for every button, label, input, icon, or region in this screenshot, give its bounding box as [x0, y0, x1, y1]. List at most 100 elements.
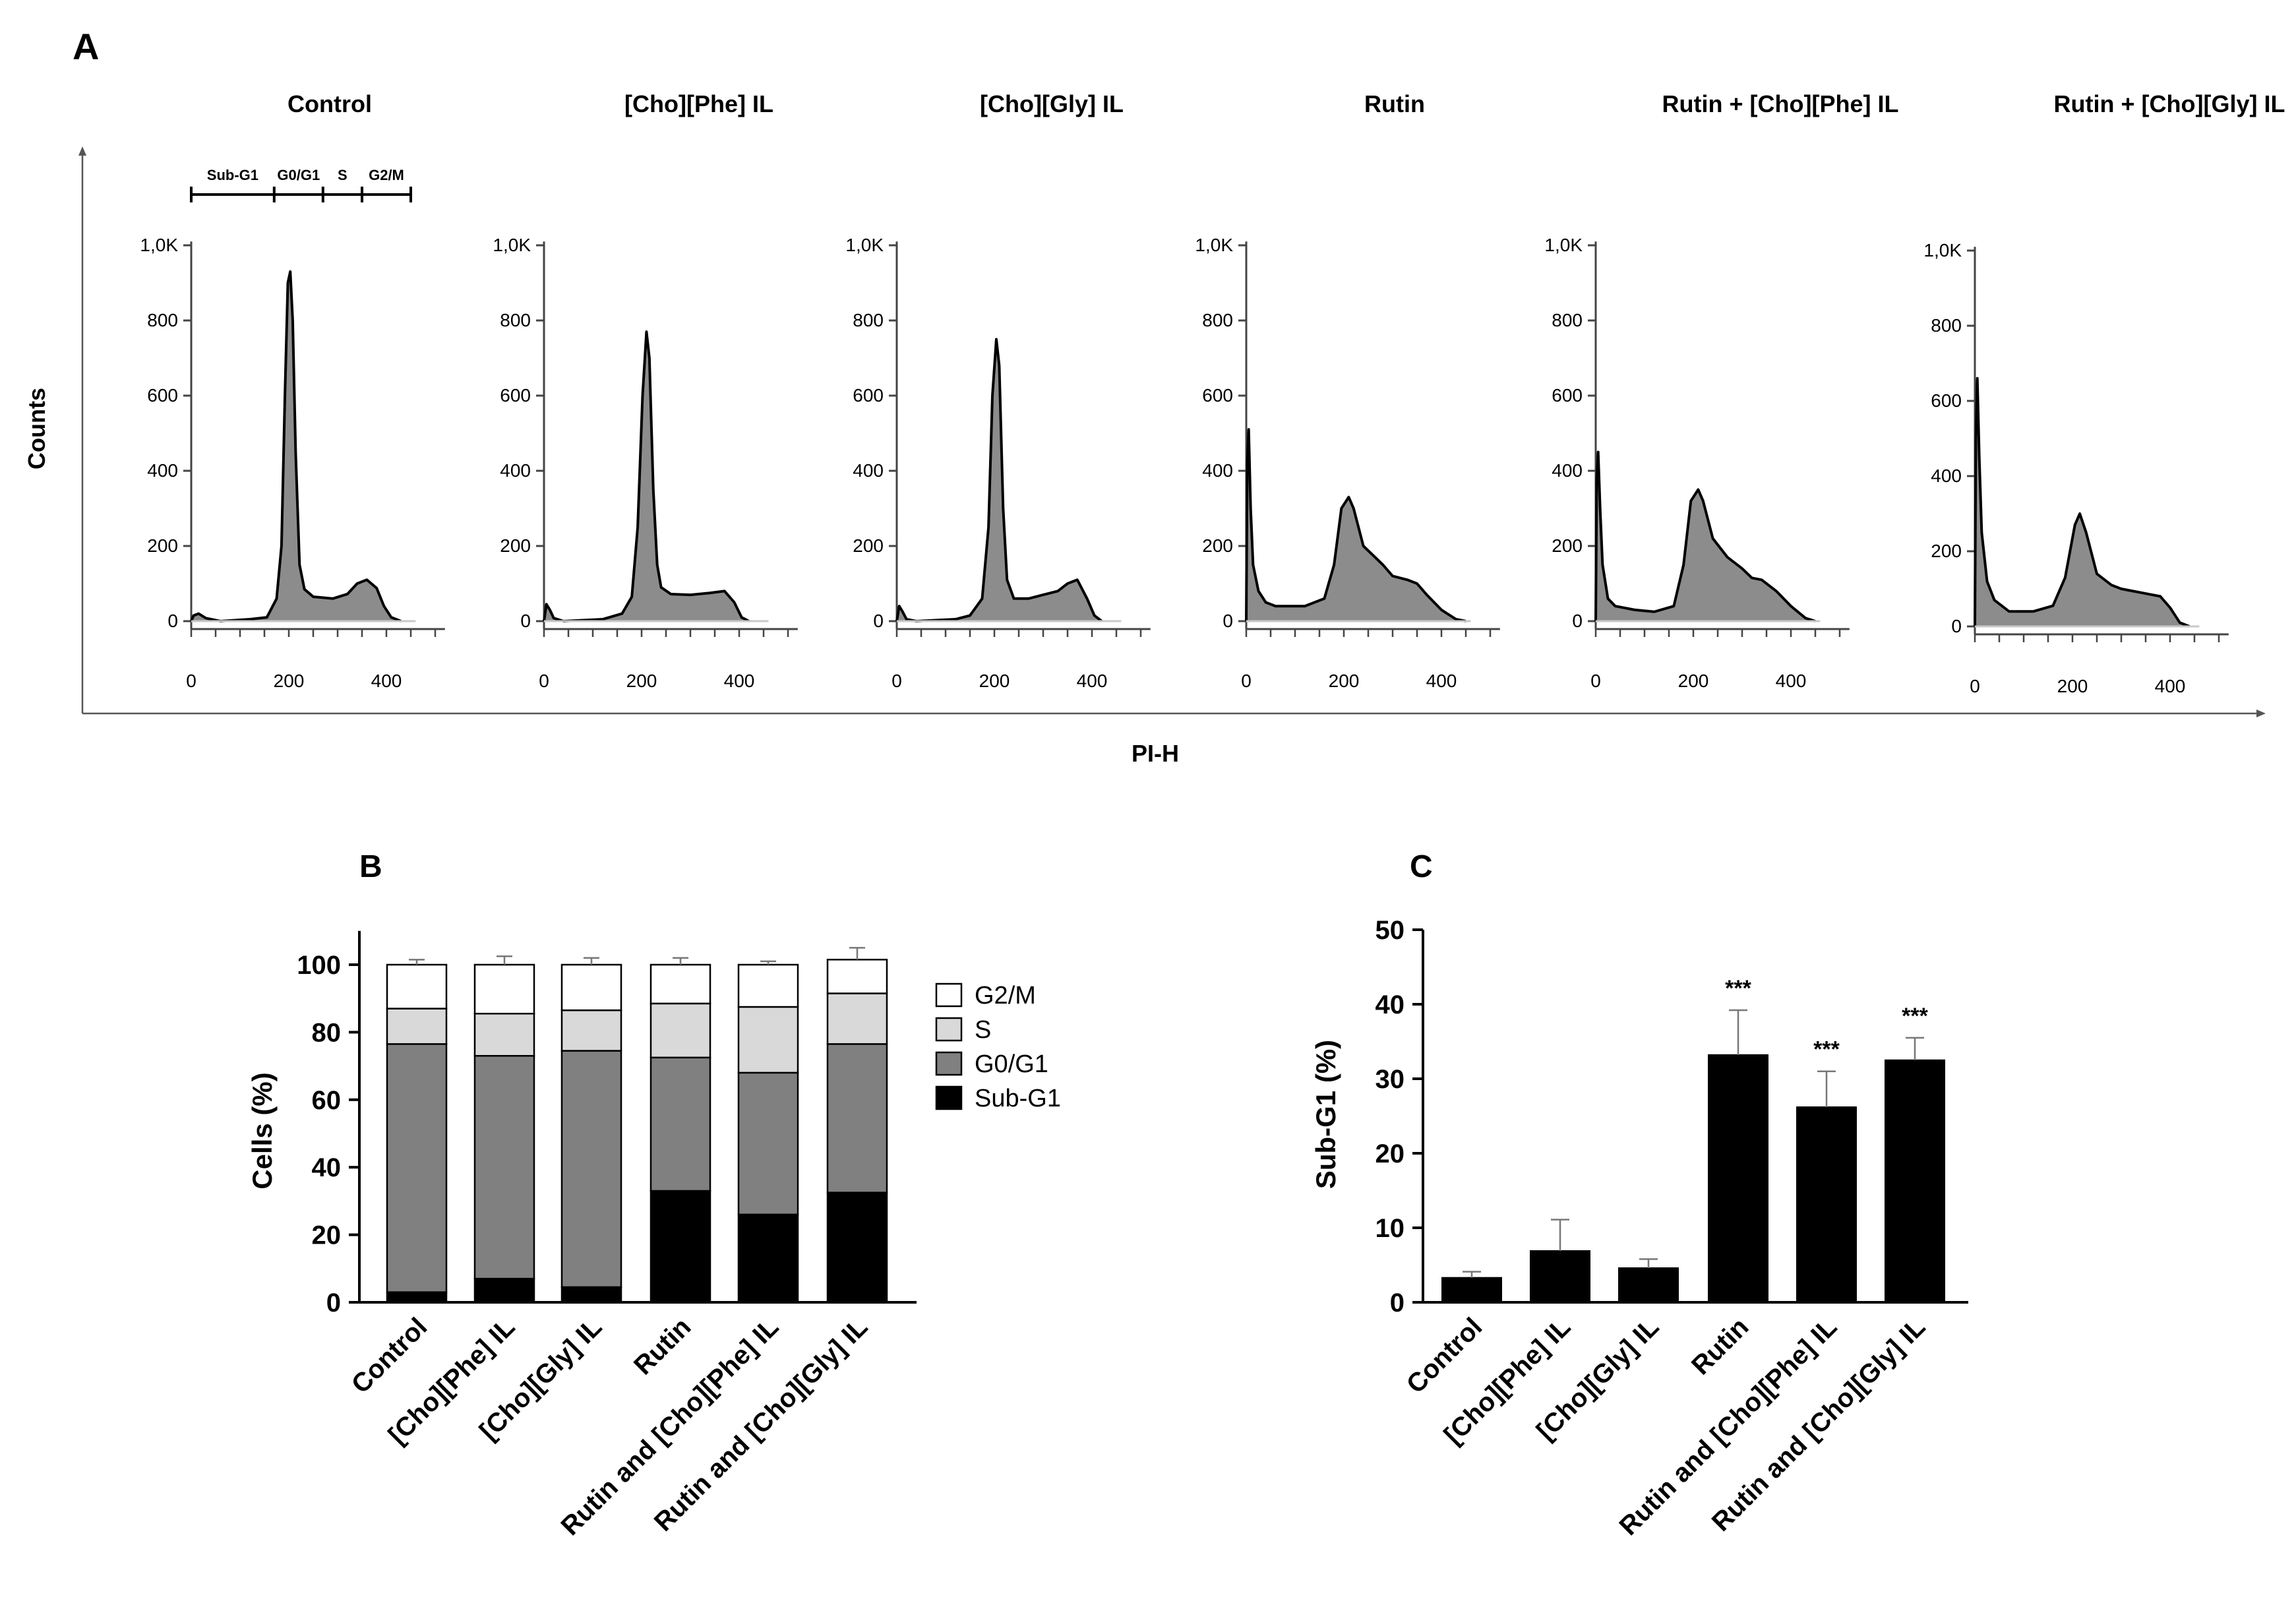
c-y-tick-label: 0 — [1390, 1288, 1405, 1317]
c-bar — [1796, 1106, 1857, 1303]
b-bar-segment-sub-g1 — [737, 1213, 799, 1304]
histogram-area — [897, 339, 1102, 621]
b-y-tick-label: 80 — [312, 1018, 342, 1047]
histogram-y-tick-label: 0 — [1951, 616, 1962, 636]
histogram-y-tick-label: 1,0K — [1923, 240, 1962, 260]
panel-a-label: A — [73, 26, 99, 67]
histogram-0: Control 0 200 400 600 800 1,0K 0 200 400 — [140, 90, 445, 691]
histogram-y-tick-label: 800 — [1931, 315, 1962, 336]
b-bar-segment-s — [473, 1012, 535, 1057]
histogram-title: Rutin — [1364, 90, 1425, 117]
histogram-y-tick-label: 1,0K — [1544, 235, 1583, 255]
histogram-y-tick-label: 800 — [147, 310, 178, 330]
counts-axis-label: Counts — [23, 388, 50, 469]
gate-label: S — [338, 167, 347, 183]
histogram-outline — [543, 330, 750, 622]
gate-markers: Sub-G1 G0/G1 S G2/M — [190, 167, 412, 202]
histogram-x-tick-label: 200 — [1329, 671, 1360, 691]
histogram-y-tick-label: 400 — [500, 460, 531, 481]
histogram-3: Rutin 0 200 400 600 800 1,0K 0 200 400 — [1195, 90, 1500, 691]
histogram-x-tick-label: 400 — [371, 671, 402, 691]
histogram-x-tick-label: 0 — [186, 671, 196, 691]
b-bar-segment-g2-m — [737, 963, 799, 1008]
outer-x-axis-arrow — [2256, 710, 2266, 717]
b-bar-segment-s — [560, 1009, 622, 1052]
c-significance-annotation: *** — [1725, 976, 1751, 1001]
histogram-title: Control — [287, 90, 372, 117]
b-legend-swatch — [935, 1085, 963, 1110]
histogram-area — [1975, 378, 2190, 626]
panel-b-label: B — [359, 849, 382, 884]
c-y-tick-label: 10 — [1375, 1214, 1405, 1243]
b-bar-segment-g2-m — [560, 963, 622, 1012]
histogram-y-tick-label: 600 — [1931, 390, 1962, 411]
b-legend-label: Sub-G1 — [975, 1085, 1061, 1112]
c-y-tick-label: 40 — [1375, 990, 1405, 1019]
b-bar-segment-g0-g1 — [473, 1054, 535, 1280]
histogram-panels: Control 0 200 400 600 800 1,0K 0 200 400 [Cho][Phe… — [140, 90, 2285, 696]
histogram-title: [Cho][Gly] IL — [980, 90, 1124, 117]
gate-label: Sub-G1 — [207, 167, 258, 183]
histogram-title: [Cho][Phe] IL — [624, 90, 773, 117]
histogram-y-tick-label: 1,0K — [1195, 235, 1233, 255]
histogram-x-tick-label: 0 — [539, 671, 549, 691]
histogram-x-tick-label: 200 — [1678, 671, 1709, 691]
b-bar-segment-g0-g1 — [650, 1056, 711, 1192]
b-bar-segment-g0-g1 — [386, 1043, 448, 1293]
panel-c-label: C — [1410, 849, 1433, 884]
histogram-y-tick-label: 200 — [500, 535, 531, 556]
histogram-x-tick-label: 400 — [1077, 671, 1108, 691]
histogram-x-tick-label: 200 — [274, 671, 305, 691]
histogram-area — [1596, 452, 1815, 621]
c-bar — [1618, 1267, 1679, 1304]
c-bar — [1708, 1054, 1768, 1303]
histogram-y-tick-label: 0 — [167, 611, 178, 631]
b-bar-segment-g0-g1 — [826, 1043, 888, 1193]
histogram-x-tick-label: 0 — [1970, 676, 1980, 696]
gate-label: G0/G1 — [277, 167, 320, 183]
b-category-label: Control — [346, 1312, 433, 1399]
histogram-outline — [1245, 428, 1466, 622]
histogram-5: Rutin + [Cho][Gly] IL 0 200 400 600 800 1,0K 0 2… — [1923, 90, 2285, 696]
histogram-y-tick-label: 800 — [853, 310, 884, 330]
histogram-y-tick-label: 200 — [147, 535, 178, 556]
histogram-y-tick-label: 0 — [1223, 611, 1233, 631]
panel-c-y-axis-label: Sub-G1 (%) — [1310, 1040, 1341, 1189]
histogram-4: Rutin + [Cho][Phe] IL 0 200 400 600 800 1,0K 0 2… — [1544, 90, 1898, 691]
c-significance-annotation: *** — [1813, 1037, 1840, 1062]
histogram-2: [Cho][Gly] IL 0 200 400 600 800 1,0K 0 200 400 — [845, 90, 1151, 691]
b-legend-label: G0/G1 — [975, 1050, 1048, 1078]
b-y-tick-label: 0 — [326, 1288, 341, 1317]
b-legend-label: S — [975, 1016, 991, 1044]
c-y-tick-label: 20 — [1375, 1139, 1405, 1168]
histogram-y-tick-label: 0 — [873, 611, 884, 631]
histogram-y-tick-label: 0 — [520, 611, 531, 631]
histogram-area — [191, 271, 402, 621]
histogram-x-tick-label: 0 — [891, 671, 902, 691]
b-legend-swatch — [935, 1017, 963, 1042]
histogram-x-tick-label: 400 — [2155, 676, 2186, 696]
histogram-x-tick-label: 200 — [979, 671, 1010, 691]
c-category-label: Control — [1401, 1312, 1488, 1399]
histogram-y-tick-label: 200 — [1931, 541, 1962, 561]
b-bar-segment-s — [650, 1002, 711, 1059]
c-significance-annotation: *** — [1902, 1004, 1928, 1029]
histogram-x-tick-label: 400 — [1776, 671, 1807, 691]
histogram-x-tick-label: 400 — [1426, 671, 1457, 691]
histogram-y-tick-label: 800 — [1552, 310, 1583, 330]
c-category-label: Rutin — [1686, 1312, 1754, 1380]
b-y-tick-label: 40 — [312, 1153, 342, 1182]
histogram-x-tick-label: 200 — [2057, 676, 2088, 696]
histogram-y-tick-label: 600 — [1552, 385, 1583, 406]
b-y-tick-label: 60 — [312, 1086, 342, 1115]
histogram-y-tick-label: 400 — [147, 460, 178, 481]
panel-a: A Counts PI-H Control 0 200 400 600 800 1,0K 0 2… — [23, 26, 2285, 767]
b-bar-segment-sub-g1 — [650, 1190, 711, 1304]
histogram-x-tick-label: 400 — [724, 671, 755, 691]
b-category-label: Rutin — [628, 1312, 696, 1380]
histogram-x-tick-label: 0 — [1590, 671, 1601, 691]
b-y-tick-label: 100 — [297, 951, 341, 980]
histogram-area — [1246, 429, 1466, 621]
b-bar-segment-sub-g1 — [560, 1286, 622, 1304]
